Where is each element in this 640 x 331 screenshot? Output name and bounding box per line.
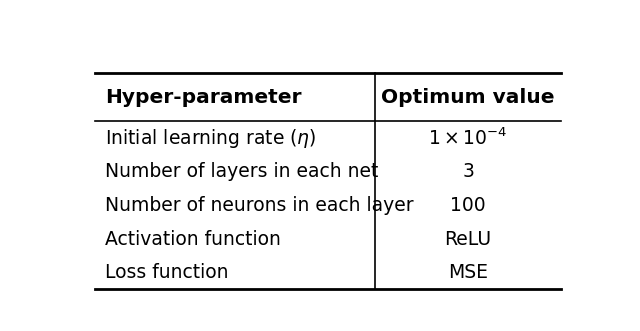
Text: ReLU: ReLU [445,229,492,249]
Text: Initial learning rate ($\eta$): Initial learning rate ($\eta$) [105,126,316,150]
Text: Loss function: Loss function [105,263,228,282]
Text: Number of layers in each net: Number of layers in each net [105,162,378,181]
Text: 3: 3 [462,162,474,181]
Text: Activation function: Activation function [105,229,281,249]
Text: Number of neurons in each layer: Number of neurons in each layer [105,196,413,215]
Text: 100: 100 [451,196,486,215]
Text: MSE: MSE [448,263,488,282]
Text: $1 \times 10^{-4}$: $1 \times 10^{-4}$ [428,127,508,149]
Text: Optimum value: Optimum value [381,88,555,107]
Text: Hyper-parameter: Hyper-parameter [105,88,301,107]
